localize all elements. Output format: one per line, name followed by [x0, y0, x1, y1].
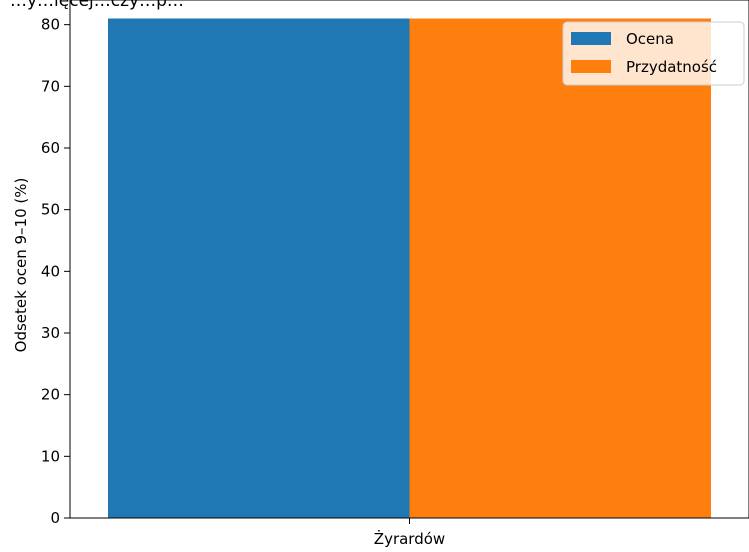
bars-group [108, 18, 711, 518]
y-axis-label: Odsetek ocen 9–10 (%) [12, 178, 30, 353]
bar-ocena [108, 18, 410, 518]
legend-swatch-ocena [571, 32, 611, 45]
legend-label-ocena: Ocena [626, 30, 674, 48]
bar-przydatność [409, 18, 711, 518]
y-tick-label: 70 [41, 77, 60, 95]
y-axis-ticks: 0 10 20 30 40 50 60 70 80 [41, 16, 70, 527]
y-tick-label: 30 [41, 324, 60, 342]
legend: Ocena Przydatność [562, 21, 745, 86]
chart-title: …y…ięcej…czy…p… [10, 0, 184, 11]
y-tick-label: 60 [41, 139, 60, 157]
y-tick-label: 50 [41, 201, 60, 219]
x-tick-label: Żyrardów [374, 529, 445, 548]
y-tick-label: 40 [41, 262, 60, 280]
y-tick-label: 80 [41, 16, 60, 34]
legend-label-przydatnosc: Przydatność [626, 58, 717, 76]
x-axis-ticks: Żyrardów [374, 518, 445, 548]
y-tick-label: 0 [50, 509, 60, 527]
y-tick-label: 20 [41, 386, 60, 404]
y-tick-label: 10 [41, 447, 60, 465]
legend-swatch-przydatnosc [571, 60, 611, 73]
plot-frame [69, 0, 749, 519]
